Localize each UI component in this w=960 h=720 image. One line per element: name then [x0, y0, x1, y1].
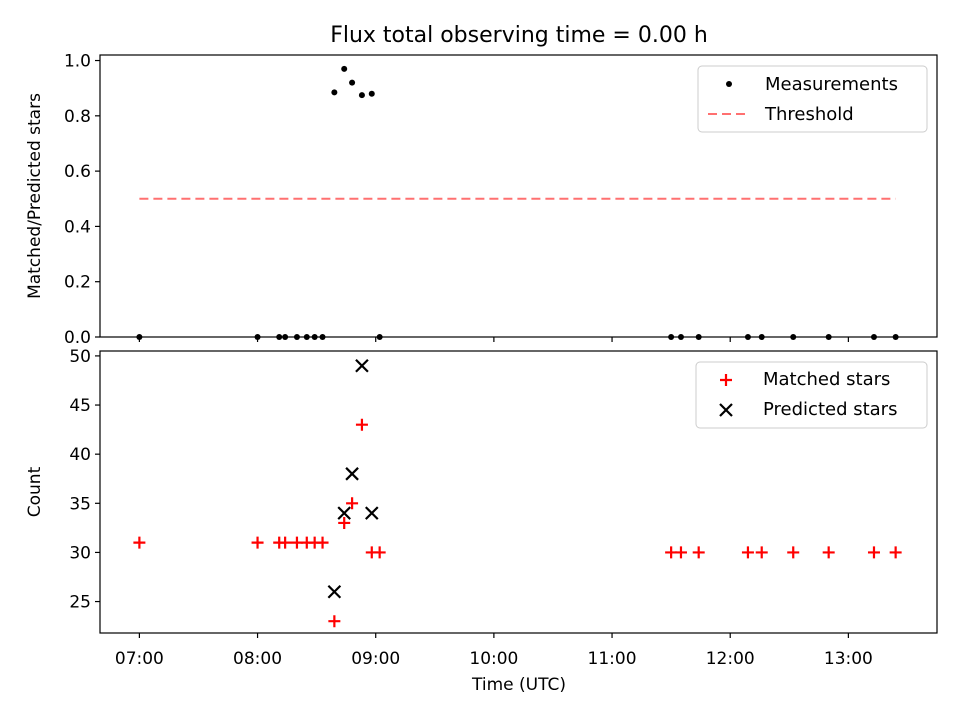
legend-measurements-marker — [726, 81, 732, 87]
bottom-ytick-label-3: 40 — [69, 445, 91, 465]
legend-threshold-label: Threshold — [764, 104, 854, 125]
bottom-y-axis-label: Count — [25, 466, 45, 517]
top-ytick-label-5: 1.0 — [64, 52, 91, 72]
legend-matched-label: Matched stars — [763, 369, 890, 390]
bottom-matched-point — [316, 536, 329, 549]
x-axis-label: Time (UTC) — [471, 675, 566, 695]
bottom-matched-point — [822, 546, 835, 559]
bottom-xtick-label-2: 09:00 — [351, 649, 400, 669]
top-legend: Measurements Threshold — [697, 65, 928, 133]
top-ytick-label-2: 0.4 — [64, 217, 91, 237]
top-measurement-point — [349, 79, 356, 86]
top-legend-box — [697, 65, 928, 133]
bottom-ytick-label-0: 25 — [69, 593, 91, 613]
bottom-matched-point — [867, 546, 880, 559]
bottom-matched-point — [251, 536, 264, 549]
bottom-matched-point — [346, 497, 359, 510]
bottom-xtick-label-5: 12:00 — [706, 649, 755, 669]
bottom-matched-point — [692, 546, 705, 559]
bottom-plot-frame — [99, 350, 938, 634]
bottom-matched-point — [373, 546, 386, 559]
bottom-matched-point — [741, 546, 754, 559]
bottom-xtick-label-0: 07:00 — [115, 649, 164, 669]
legend-predicted-label: Predicted stars — [763, 399, 897, 420]
bottom-xtick-label-6: 13:00 — [824, 649, 873, 669]
top-measurement-point — [358, 92, 365, 99]
bottom-ytick-label-4: 45 — [69, 396, 91, 416]
chart-title: Flux total observing time = 0.00 h — [330, 23, 708, 48]
bottom-matched-point — [787, 546, 800, 559]
bottom-predicted-point — [337, 506, 351, 520]
top-measurement-point — [331, 89, 338, 96]
bottom-predicted-point — [355, 358, 369, 373]
top-measurement-point — [368, 90, 375, 97]
bottom-ytick-label-1: 30 — [69, 543, 91, 563]
legend-matched-marker — [720, 374, 732, 386]
top-ytick-label-4: 0.8 — [64, 107, 91, 127]
top-ytick-label-1: 0.2 — [64, 273, 91, 293]
bottom-matched-point — [133, 536, 146, 549]
bottom-panel: Count Time (UTC) 25 30 35 40 45 50 07:00 08:00 0… — [25, 347, 938, 695]
bottom-predicted-point — [345, 467, 359, 481]
bottom-matched-point — [355, 418, 368, 431]
top-ytick-label-0: 0.0 — [64, 328, 91, 348]
top-ytick-label-3: 0.6 — [64, 162, 91, 182]
bottom-xtick-label-3: 10:00 — [469, 649, 518, 669]
bottom-xtick-label-1: 08:00 — [233, 649, 282, 669]
bottom-legend: Matched stars Predicted stars — [695, 361, 928, 429]
bottom-matched-point — [328, 615, 341, 628]
top-plot-frame — [99, 54, 938, 338]
bottom-matched-point — [279, 536, 292, 549]
bottom-predicted-point — [365, 506, 379, 520]
legend-predicted-marker — [719, 403, 733, 417]
top-y-axis-label: Matched/Predicted stars — [25, 93, 45, 299]
legend-measurements-label: Measurements — [765, 74, 898, 95]
top-panel: Flux total observing time = 0.00 h Match… — [25, 23, 938, 348]
bottom-matched-point — [338, 516, 351, 529]
bottom-legend-box — [695, 361, 928, 429]
bottom-matched-point — [674, 546, 687, 559]
bottom-predicted-point — [327, 584, 342, 599]
bottom-ytick-label-2: 35 — [69, 494, 91, 514]
bottom-matched-point — [889, 546, 902, 559]
bottom-xtick-label-4: 11:00 — [588, 649, 637, 669]
top-measurement-point — [341, 65, 348, 72]
bottom-ytick-label-5: 50 — [69, 347, 91, 367]
bottom-matched-point — [755, 546, 768, 559]
